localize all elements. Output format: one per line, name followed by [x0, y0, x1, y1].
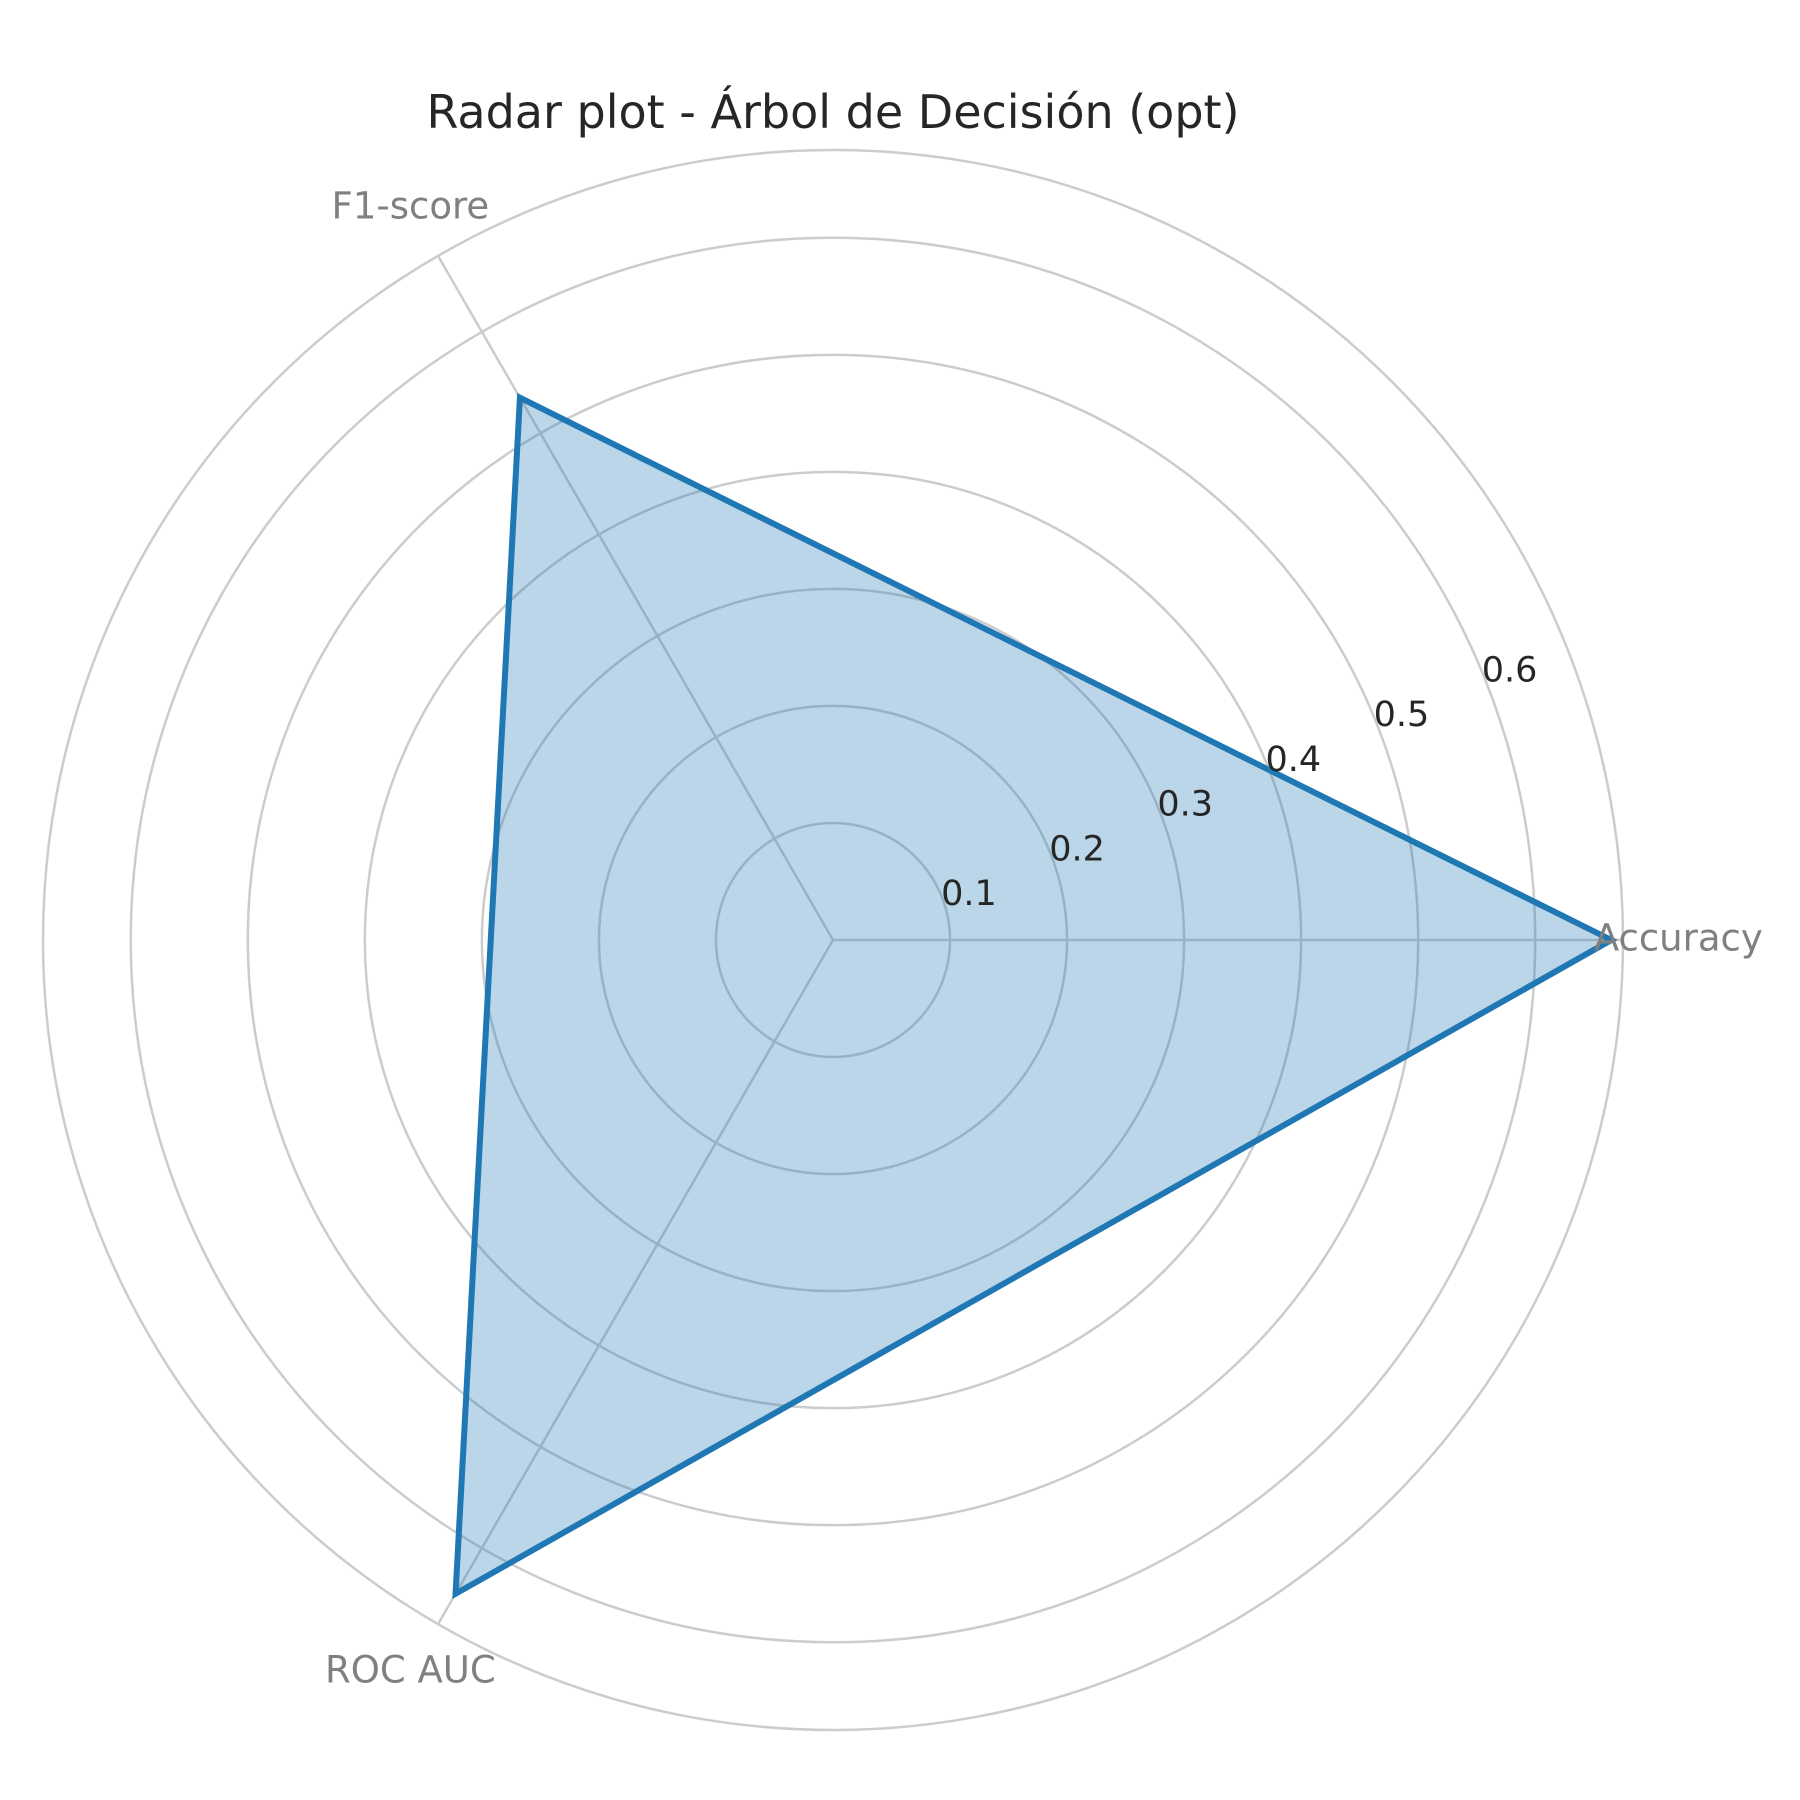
angular-grid [436, 255, 1623, 1625]
series-point [1608, 937, 1615, 943]
series-line [452, 393, 1618, 1600]
spoke-line [436, 939, 835, 1625]
radial-tick-label: 0.5 [1374, 695, 1430, 735]
series-layer [452, 393, 1618, 1600]
series-point [516, 394, 523, 401]
spoke-line [436, 255, 835, 941]
series-point [452, 1590, 459, 1597]
radial-tick-label: 0.1 [941, 874, 997, 914]
category-label: ROC AUC [325, 1649, 496, 1692]
radial-tick-label: 0.6 [1482, 650, 1538, 690]
radial-tick-label: 0.4 [1266, 740, 1322, 780]
radial-tick-labels: 0.1 0.2 0.3 0.4 0.5 0.6 [941, 650, 1537, 914]
series-area [455, 397, 1612, 1594]
category-labels: Accuracy F1-score ROC AUC [325, 184, 1763, 1691]
radial-tick-label: 0.2 [1049, 829, 1105, 869]
chart-title: Radar plot - Árbol de Decisión (opt) [426, 85, 1239, 139]
radial-tick-label: 0.3 [1157, 785, 1213, 825]
category-label: Accuracy [1594, 917, 1763, 960]
category-label: F1-score [332, 184, 490, 227]
